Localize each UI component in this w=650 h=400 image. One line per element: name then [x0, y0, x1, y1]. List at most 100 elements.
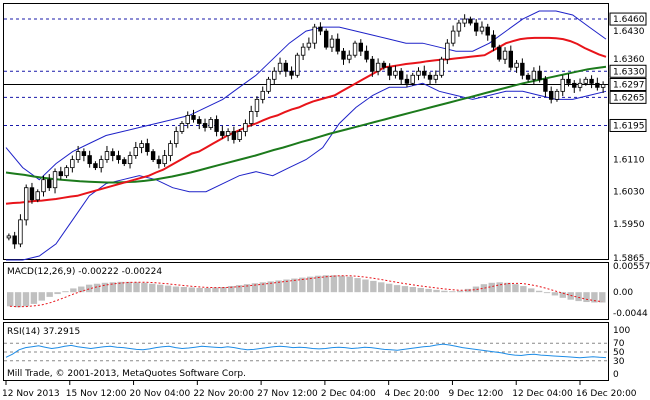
candle-body [58, 171, 64, 177]
candle-body [485, 26, 490, 36]
candle-body [110, 151, 115, 156]
macd-histogram-bar [346, 276, 353, 293]
candle-body [139, 143, 144, 148]
candle-body [462, 18, 467, 24]
rsi-y-tick-label: 0 [613, 370, 619, 380]
candle-body [600, 84, 606, 88]
candle-body [577, 82, 583, 88]
candle-body [473, 22, 479, 32]
macd-y-tick-label: -0.0044 [613, 309, 648, 319]
candle-body [370, 58, 375, 72]
macd-histogram-bar [125, 281, 132, 293]
macd-histogram-bar [267, 281, 274, 293]
candle-body [122, 159, 127, 165]
macd-histogram-bar [464, 288, 472, 293]
candle-body [554, 90, 560, 100]
macd-histogram-bar [322, 275, 330, 293]
macd-histogram-bar [243, 284, 251, 293]
macd-histogram-bar [228, 286, 235, 293]
rsi-label-bg [5, 325, 115, 337]
candle-body [341, 50, 346, 60]
y-tick-label: 1.6430 [613, 27, 645, 37]
candle-body [531, 70, 537, 80]
candle-body [64, 167, 69, 177]
candle-body [352, 42, 358, 56]
candle-body [427, 74, 433, 80]
macd-histogram-bar [441, 290, 448, 293]
macd-histogram-bar [385, 283, 393, 293]
bollinger-lower-band [6, 82, 607, 261]
candle-body [81, 151, 87, 156]
candle-body [231, 131, 237, 140]
macd-histogram-bar [362, 279, 369, 293]
x-tick-label: 22 Nov 20:00 [193, 389, 254, 399]
candle-body [254, 98, 260, 112]
rsi-y-tick-label: 70 [613, 339, 625, 349]
candle-body [439, 58, 444, 76]
price-level-label: 1.6330 [613, 67, 645, 77]
macd-histogram-bar [393, 285, 401, 293]
candle-body [277, 62, 283, 72]
macd-histogram-bar [220, 287, 227, 293]
rsi-label: RSI(14) 37.2915 [7, 327, 80, 337]
macd-histogram-bar [149, 283, 156, 293]
candle-body [179, 123, 185, 132]
macd-histogram-bar [401, 286, 409, 293]
macd-histogram-bar [251, 283, 259, 293]
macd-histogram-bar [117, 281, 124, 293]
candle-body [364, 50, 369, 60]
candle-body [260, 90, 265, 100]
rsi-line [5, 343, 607, 359]
macd-series [7, 275, 606, 308]
macd-histogram-bar [307, 276, 314, 293]
y-tick-label: 1.6360 [613, 55, 645, 65]
macd-histogram-bar [157, 284, 164, 293]
candle-body [283, 62, 289, 72]
price-level-box [609, 90, 647, 104]
price-level-box [609, 12, 647, 26]
candle-body [479, 26, 485, 32]
macd-histogram-bar [299, 277, 306, 293]
macd-histogram-bar [62, 291, 69, 293]
macd-histogram-bar [425, 288, 432, 293]
macd-histogram-bar [141, 282, 148, 293]
macd-y-tick-label: 0.00 [613, 288, 633, 298]
rsi-y-tick-label: 100 [613, 326, 630, 336]
candle-body [295, 54, 300, 76]
candle-body [502, 50, 508, 60]
candle-body [12, 235, 17, 245]
candle-body [104, 151, 110, 161]
macd-histogram-bar [330, 275, 338, 293]
candle-body [566, 78, 571, 84]
macd-histogram-bar [30, 292, 38, 304]
candle-body [127, 155, 133, 165]
x-tick-label: 12 Dec 04:00 [512, 389, 573, 399]
candle-body [387, 66, 392, 76]
y-tick-label: 1.6110 [613, 156, 645, 166]
candle-body [306, 42, 312, 48]
price-level-label: 1.6195 [613, 121, 645, 131]
candle-body [497, 46, 502, 60]
candle-body [243, 123, 248, 132]
y-tick-label: 1.5950 [613, 220, 645, 230]
candle-body [520, 62, 525, 76]
price-level-label: 1.6460 [613, 15, 645, 25]
candle-body [272, 70, 277, 80]
candle-body [514, 62, 519, 68]
macd-histogram-bar [488, 282, 495, 293]
candle-body [404, 78, 410, 84]
candle-body [220, 131, 225, 136]
macd-histogram-bar [283, 279, 290, 293]
candle-body [312, 26, 317, 44]
candle-body [150, 151, 156, 161]
x-tick-label: 20 Nov 04:00 [130, 389, 191, 399]
macd-histogram-bar [38, 292, 45, 301]
macd-histogram-bar [78, 286, 85, 293]
macd-histogram-bar [504, 282, 511, 293]
candle-body [422, 70, 427, 76]
macd-histogram-bar [212, 287, 219, 293]
macd-histogram-bar [480, 284, 488, 293]
candle-body [214, 119, 219, 132]
macd-histogram-bar [535, 290, 543, 293]
candle-body [381, 62, 387, 68]
